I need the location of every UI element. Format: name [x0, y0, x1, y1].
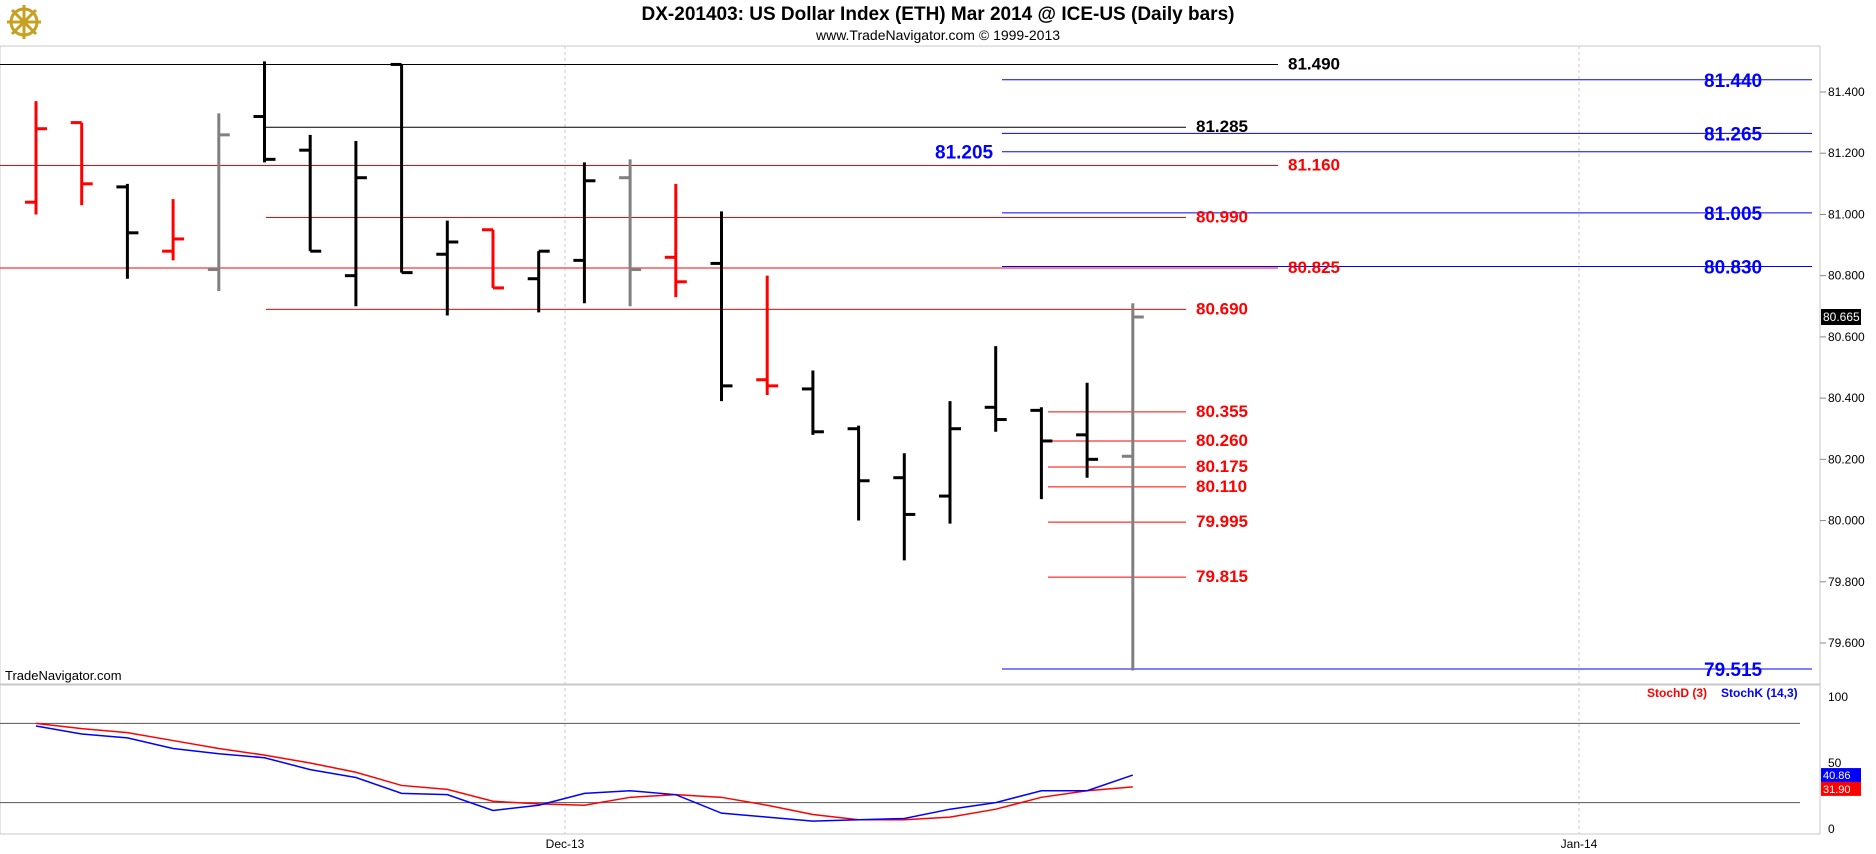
x-tick-label: Dec-13: [546, 837, 585, 851]
y-tick-label: 81.400: [1828, 85, 1865, 99]
y-tick-label: 80.600: [1828, 330, 1865, 344]
y-tick-label: 79.600: [1828, 636, 1865, 650]
level-label: 81.205: [935, 143, 994, 164]
price-panel-frame: [0, 45, 1821, 685]
level-label: 79.995: [1196, 512, 1248, 531]
level-label: 80.830: [1704, 257, 1762, 278]
stoch-series-line: [35, 722, 1133, 821]
stoch-panel: StochD (3) StochK (14,3): [0, 686, 1800, 822]
last-price-label: 80.665: [1823, 310, 1860, 324]
y-tick-label: 79.800: [1828, 575, 1865, 589]
level-label: 80.825: [1288, 258, 1340, 277]
stoch-d-value: 31.90: [1823, 784, 1851, 796]
stoch-y-tick-label: 0: [1828, 822, 1835, 836]
level-label: 79.815: [1196, 567, 1248, 586]
watermark-text: TradeNavigator.com: [5, 668, 122, 683]
level-label: 81.160: [1288, 155, 1340, 174]
y-tick-label: 80.000: [1828, 514, 1865, 528]
stoch-y-tick-label: 50: [1828, 756, 1842, 770]
level-label: 81.490: [1288, 54, 1340, 73]
level-label: 80.260: [1196, 431, 1248, 450]
stoch-d-tag: [1821, 781, 1861, 796]
level-label: 80.690: [1196, 299, 1248, 318]
ship-wheel-icon: [7, 5, 41, 39]
level-label: 79.515: [1704, 660, 1763, 681]
y-tick-label: 81.000: [1828, 207, 1865, 221]
y-tick-label: 80.400: [1828, 391, 1865, 405]
level-label: 81.005: [1704, 204, 1763, 225]
levels-layer: 81.490 81.440 81.285 81.265 81.205 81.160 81.0…: [0, 54, 1812, 681]
ohlc-bars: [25, 61, 1144, 671]
level-label: 80.355: [1196, 402, 1248, 421]
level-label: 80.110: [1196, 477, 1247, 496]
stoch-legend-label: StochD (3): [1647, 686, 1707, 700]
x-tick-label: Jan-14: [1561, 837, 1598, 851]
axis-layer: Dec-13 Jan-14 81.400 81.200 81.000 80.800 80.6…: [546, 85, 1865, 851]
level-label: 81.265: [1704, 124, 1763, 145]
last-price-tag: [1821, 308, 1861, 325]
chart-subtitle: www.TradeNavigator.com © 1999-2013: [815, 27, 1060, 43]
chart-title: DX-201403: US Dollar Index (ETH) Mar 201…: [642, 4, 1235, 25]
level-label: 80.990: [1196, 208, 1248, 227]
y-tick-label: 81.200: [1828, 146, 1865, 160]
stoch-legend-label: StochK (14,3): [1721, 686, 1798, 700]
level-label: 80.175: [1196, 457, 1248, 476]
y-tick-label: 80.800: [1828, 269, 1865, 283]
y-tick-label: 80.200: [1828, 452, 1865, 466]
level-label: 81.285: [1196, 117, 1248, 136]
stoch-k-tag: [1821, 768, 1861, 783]
stoch-k-value: 40.86: [1823, 770, 1851, 782]
level-label: 81.440: [1704, 71, 1762, 92]
grid-layer: [564, 46, 1580, 834]
stoch-series-line: [35, 725, 1134, 822]
stoch-y-tick-label: 100: [1828, 690, 1848, 704]
